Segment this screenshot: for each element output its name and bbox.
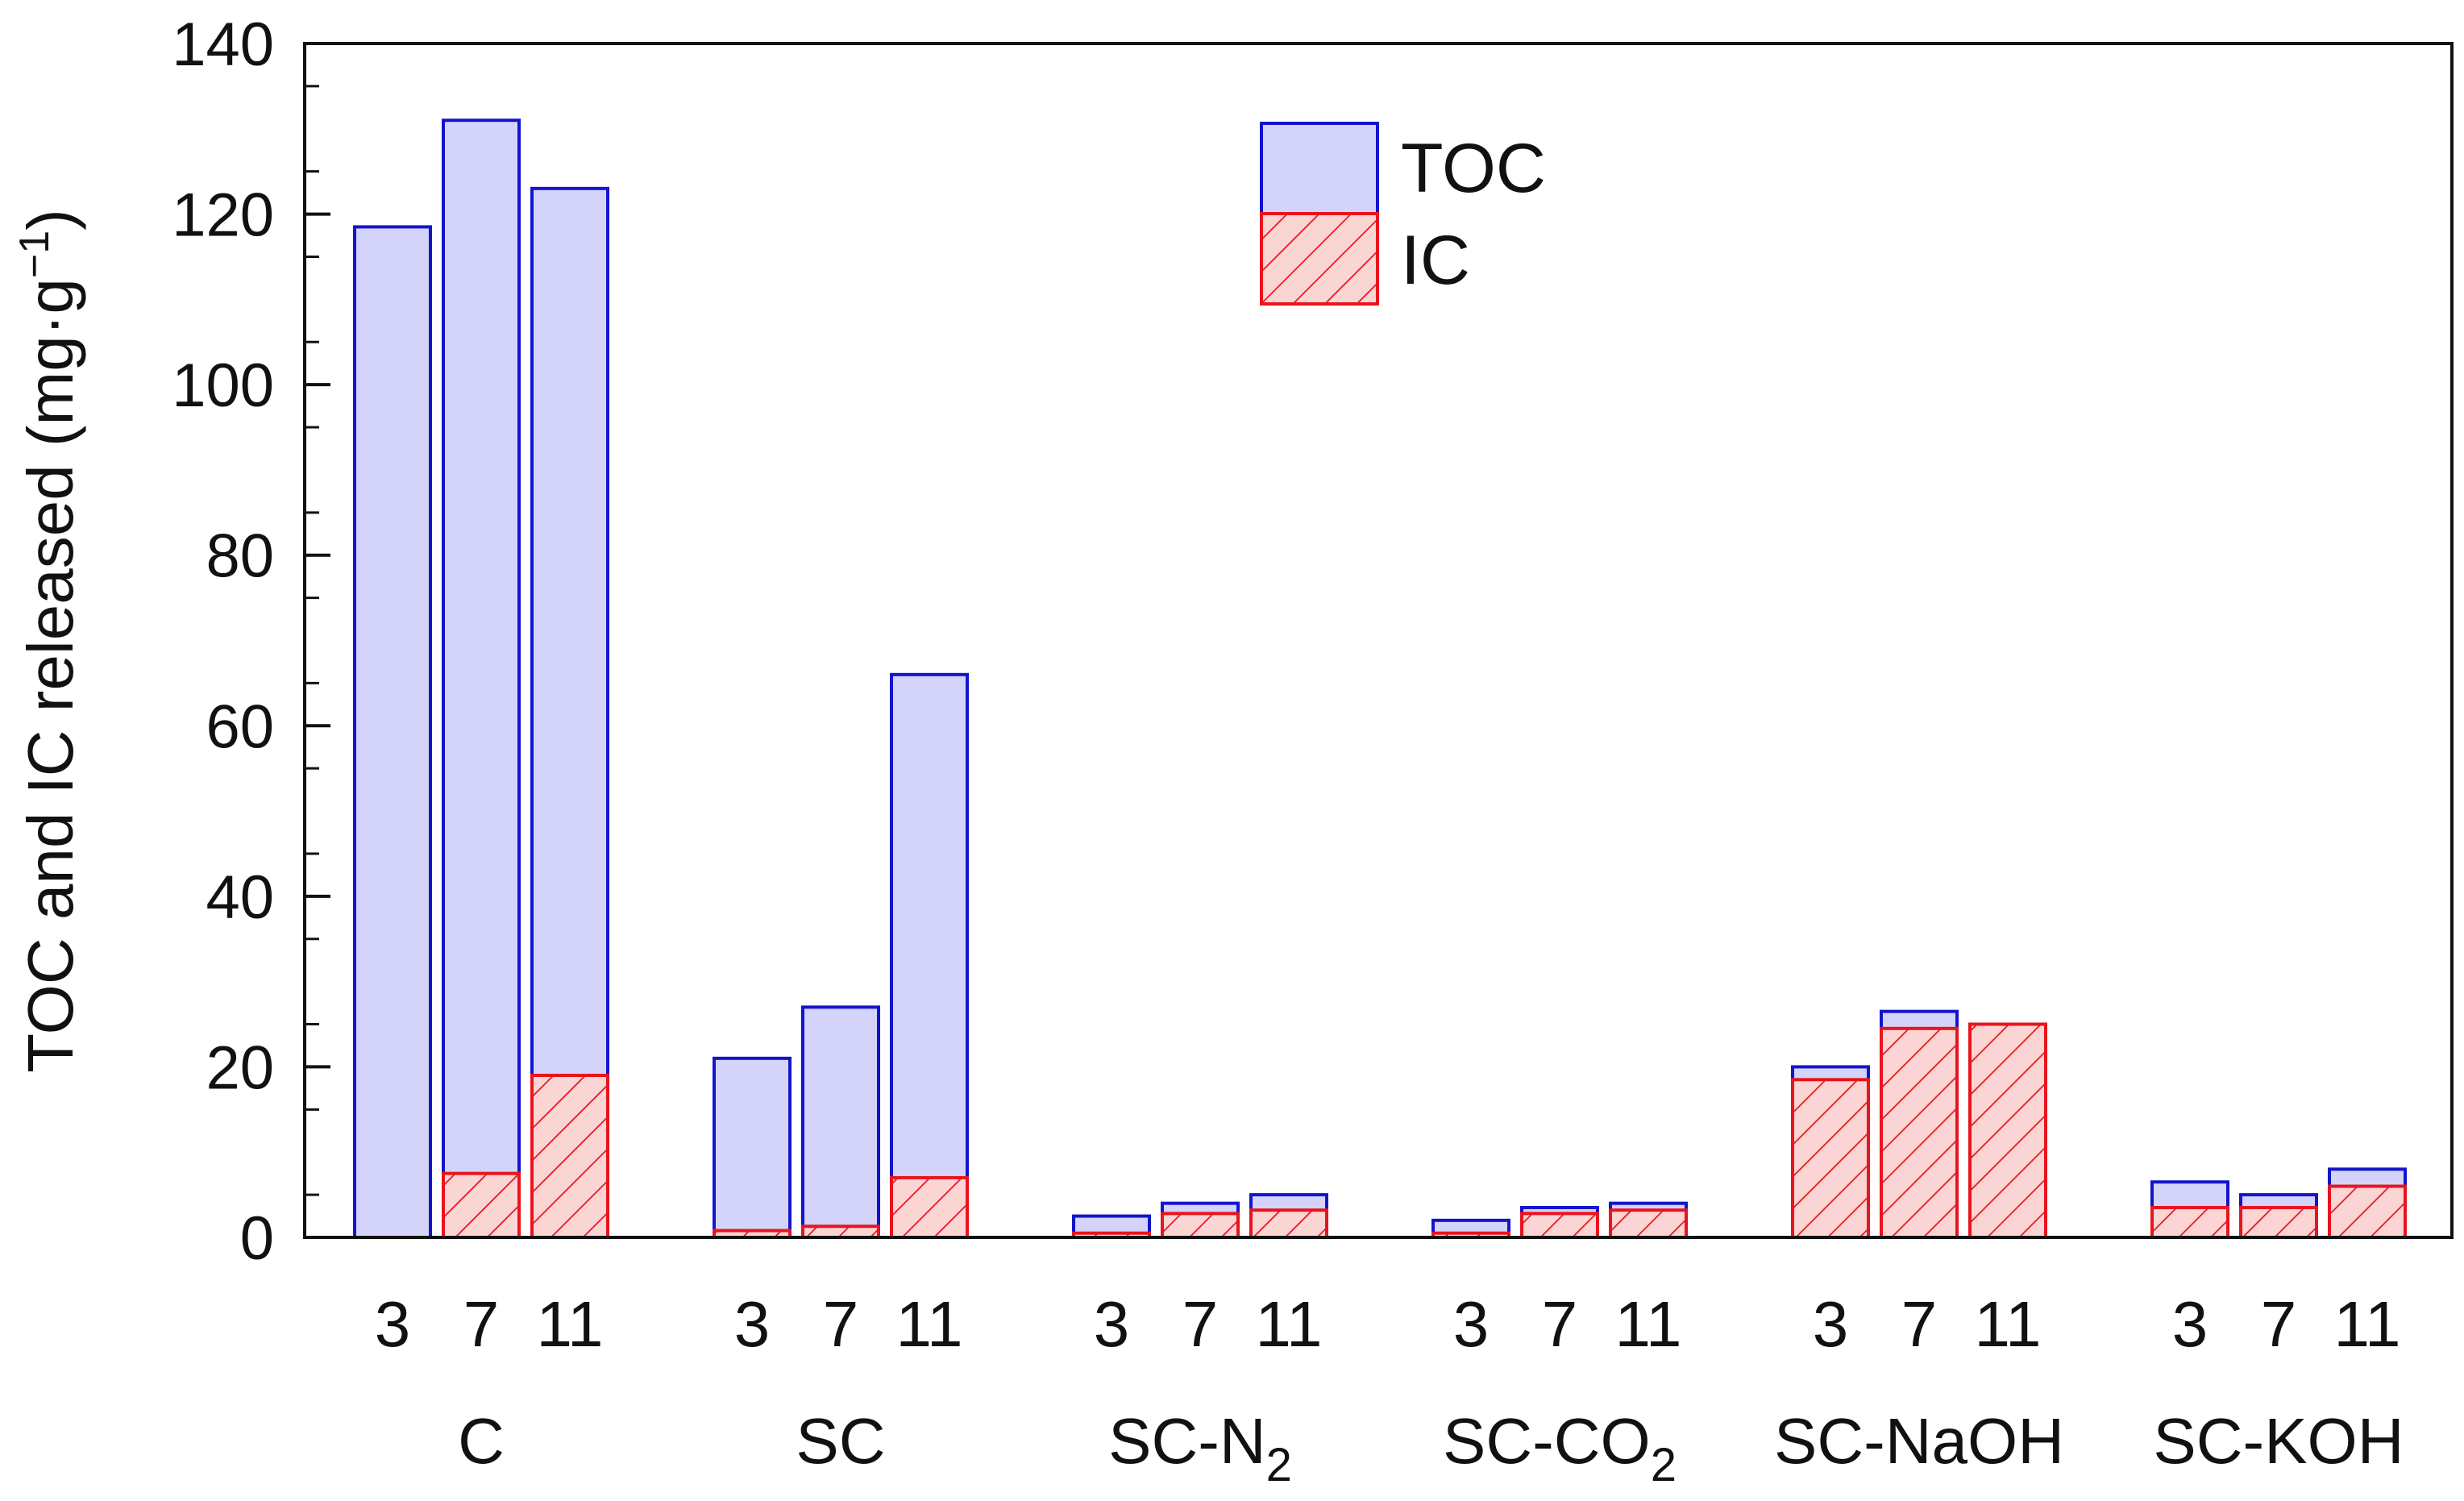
toc-bar (353, 225, 432, 1239)
x-position-label: 11 (895, 1288, 962, 1360)
toc-bar (890, 672, 969, 1239)
x-group-label: SC-CO2 (1443, 1405, 1677, 1491)
y-axis-title: TOC and IC released (mg·g−1) (11, 209, 86, 1073)
y-tick-label: 60 (206, 692, 274, 761)
x-position-label: 11 (536, 1288, 603, 1360)
ic-bar (530, 1074, 609, 1240)
x-position-label: 3 (1813, 1288, 1849, 1360)
x-group-label: SC-N2 (1108, 1405, 1292, 1491)
y-tick-label: 80 (206, 522, 274, 591)
x-position-label: 7 (823, 1288, 859, 1360)
x-position-label: 3 (1094, 1288, 1130, 1360)
ic-bar (442, 1171, 521, 1240)
legend-swatch-toc (1260, 122, 1379, 215)
x-position-label: 3 (375, 1288, 411, 1360)
legend-swatch-ic (1260, 212, 1379, 306)
x-position-label: 7 (1901, 1288, 1938, 1360)
x-position-label: 11 (2333, 1288, 2400, 1360)
ic-bar (890, 1175, 969, 1239)
ic-bar (801, 1224, 880, 1239)
x-group-label: SC-NaOH (1774, 1405, 2064, 1477)
toc-bar (442, 118, 521, 1239)
x-position-label: 3 (734, 1288, 771, 1360)
x-position-label: 3 (2172, 1288, 2208, 1360)
ic-bar (1880, 1026, 1959, 1239)
ic-bar (1791, 1078, 1870, 1239)
x-group-label: SC-KOH (2153, 1405, 2404, 1477)
y-tick-label: 100 (172, 351, 274, 420)
y-tick-label: 120 (172, 181, 274, 250)
x-group-label: C (458, 1405, 505, 1477)
legend-label-ic: IC (1401, 222, 1470, 299)
x-position-label: 7 (1542, 1288, 1578, 1360)
x-group-label: SC (796, 1405, 885, 1477)
y-tick-label: 0 (240, 1204, 274, 1273)
x-position-label: 3 (1453, 1288, 1490, 1360)
y-axis: 0 20 40 60 80 100 120 140 (172, 10, 330, 1273)
y-tick-label: 140 (172, 10, 274, 79)
x-position-label: 11 (1974, 1288, 2041, 1360)
x-position-label: 11 (1255, 1288, 1322, 1360)
ic-bar (1249, 1208, 1328, 1239)
x-position-label: 11 (1614, 1288, 1681, 1360)
ic-bar (1520, 1212, 1599, 1240)
plot-frame (303, 42, 2454, 1239)
bars-layer (353, 118, 2407, 1240)
y-tick-label: 20 (206, 1033, 274, 1102)
ic-bar (2239, 1205, 2318, 1239)
toc-bar (713, 1056, 792, 1239)
ic-bar (1161, 1212, 1240, 1240)
y-tick-label: 40 (206, 863, 274, 932)
toc-bar (801, 1005, 880, 1239)
x-position-label: 7 (2261, 1288, 2297, 1360)
ic-bar (2328, 1184, 2407, 1239)
ic-bar (1609, 1208, 1688, 1239)
legend-label-toc: TOC (1401, 130, 1546, 207)
ic-bar (2150, 1205, 2229, 1239)
legend: TOC IC (1260, 122, 1546, 306)
x-position-label: 7 (463, 1288, 500, 1360)
ic-bar (1968, 1022, 2047, 1240)
x-position-label: 7 (1182, 1288, 1219, 1360)
toc-bar (530, 186, 609, 1240)
